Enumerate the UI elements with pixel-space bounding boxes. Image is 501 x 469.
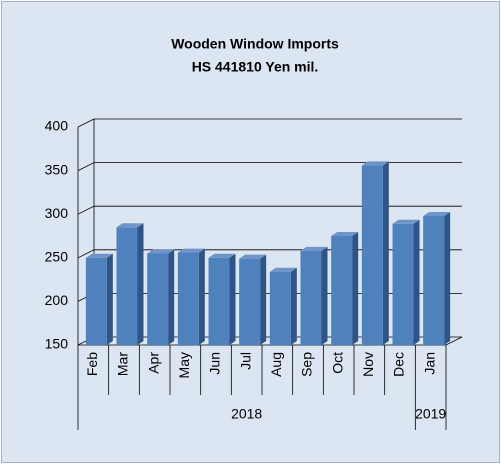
grid-line	[77, 205, 462, 215]
x-tick-label: Jul	[237, 352, 253, 370]
bar	[361, 165, 383, 345]
group-label: 2018	[231, 406, 262, 422]
bar-top	[269, 267, 297, 272]
x-tick-label: Oct	[329, 352, 345, 374]
group-label: 2019	[415, 406, 446, 422]
x-tick-label: May	[176, 352, 192, 378]
y-tick-label: 350	[45, 161, 69, 177]
bar	[85, 257, 107, 345]
bar-top	[331, 232, 359, 236]
bar-top	[208, 253, 236, 258]
x-tick-label: Apr	[145, 352, 161, 374]
bar-side	[106, 253, 113, 345]
y-tick-label: 400	[45, 118, 69, 134]
bar	[239, 258, 261, 345]
x-tick-label: Nov	[360, 352, 376, 377]
chart-subtitle: HS 441810 Yen mil.	[192, 59, 319, 75]
x-tick-label: Jan	[421, 352, 437, 375]
bar-side	[382, 161, 389, 345]
bar	[331, 236, 353, 345]
bar	[177, 252, 199, 345]
y-tick-label: 250	[45, 249, 69, 265]
bar-top	[85, 253, 113, 258]
x-tick-label: Feb	[84, 352, 100, 376]
bar-side	[321, 246, 328, 345]
y-tick-label: 150	[45, 336, 69, 352]
bar	[208, 257, 230, 345]
bar	[392, 223, 414, 345]
x-tick-label: Sep	[299, 352, 315, 377]
bar-side	[444, 211, 451, 345]
bar	[300, 250, 322, 345]
x-tick-label: Mar	[115, 352, 131, 376]
bar-top	[300, 246, 328, 251]
grid-line	[77, 162, 462, 171]
grid-line	[77, 118, 462, 128]
x-tick-label: Jun	[207, 352, 223, 375]
bar-side	[229, 253, 236, 345]
bar-side	[290, 267, 297, 345]
bar	[423, 215, 445, 345]
bar	[147, 253, 169, 345]
y-tick-label: 300	[45, 205, 69, 221]
x-tick-label: Dec	[391, 352, 407, 377]
bar	[116, 227, 138, 345]
bar-top	[423, 211, 451, 216]
bar-top	[116, 223, 144, 228]
bar-side	[137, 223, 144, 345]
bar-top	[392, 219, 420, 224]
bar-top	[361, 161, 389, 166]
bar-side	[413, 219, 420, 345]
bar-side	[198, 248, 205, 345]
bar-top	[147, 249, 175, 254]
bar-side	[352, 232, 359, 345]
y-tick-label: 200	[45, 292, 69, 308]
bar-side	[168, 249, 175, 345]
x-tick-label: Aug	[268, 352, 284, 377]
bar	[269, 271, 291, 345]
chart-title: Wooden Window Imports	[171, 36, 339, 52]
bar-top	[239, 254, 267, 259]
bar-top	[177, 248, 205, 253]
bar-side	[260, 254, 267, 345]
